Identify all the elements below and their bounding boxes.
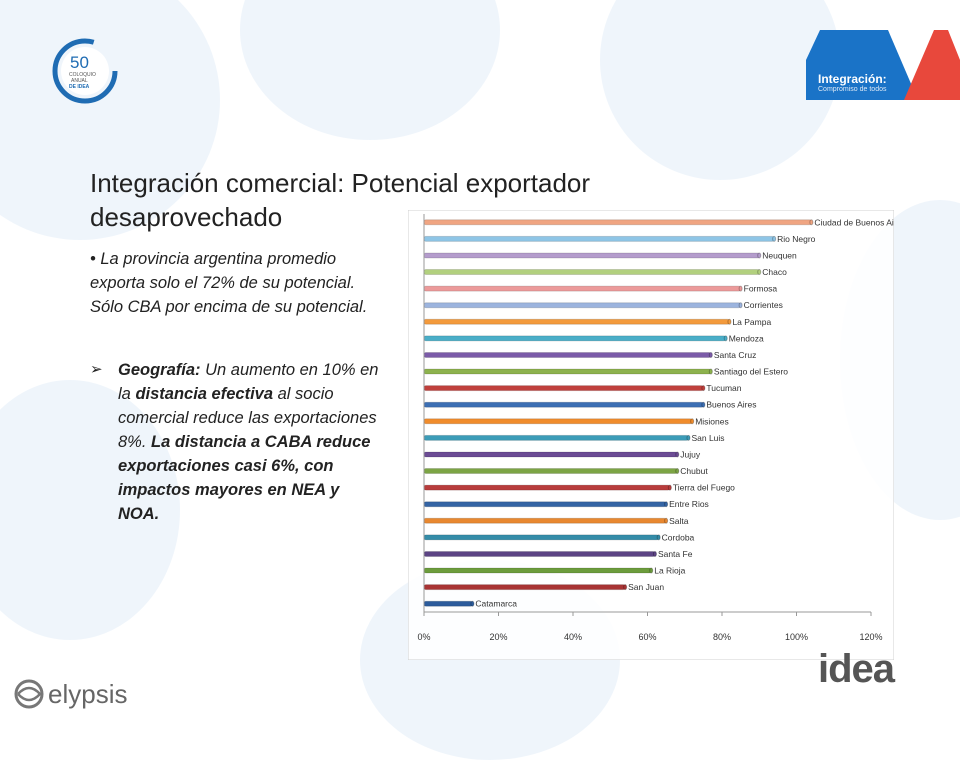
bar bbox=[423, 335, 727, 342]
bar-end-cap bbox=[656, 534, 661, 541]
bar bbox=[423, 351, 712, 358]
bar-label: Misiones bbox=[695, 416, 729, 426]
bar-end-cap bbox=[470, 600, 475, 607]
bar-label: Chaco bbox=[762, 267, 787, 277]
bar bbox=[423, 252, 760, 259]
bar-end-cap bbox=[738, 302, 743, 309]
bar-label: Santiago del Estero bbox=[714, 367, 788, 377]
bar-label: San Luis bbox=[691, 433, 724, 443]
svg-text:elypsis: elypsis bbox=[48, 679, 127, 709]
bar-label: Santa Cruz bbox=[714, 350, 757, 360]
bar-label: Catamarca bbox=[475, 599, 517, 609]
svg-text:DE IDEA: DE IDEA bbox=[69, 84, 90, 90]
bar-end-cap bbox=[723, 335, 728, 342]
bar-label: La Rioja bbox=[654, 566, 685, 576]
brand-logo bbox=[806, 30, 960, 100]
x-tick-label: 0% bbox=[417, 632, 430, 642]
brand-subtitle: Compromiso de todos bbox=[818, 86, 887, 93]
bar-label: Formosa bbox=[744, 284, 778, 294]
x-tick-label: 100% bbox=[785, 632, 808, 642]
bar bbox=[423, 401, 704, 408]
bar-end-cap bbox=[701, 401, 706, 408]
bar-end-cap bbox=[649, 567, 654, 574]
bar bbox=[423, 484, 671, 491]
svg-text:COLOQUIO: COLOQUIO bbox=[69, 72, 96, 78]
x-tick-label: 60% bbox=[638, 632, 656, 642]
bar bbox=[423, 368, 712, 375]
bar bbox=[423, 285, 742, 292]
svg-text:idea: idea bbox=[818, 648, 896, 688]
bar-end-cap bbox=[623, 584, 628, 591]
bar-label: Mendoza bbox=[729, 333, 764, 343]
bar-label: Corrientes bbox=[744, 300, 783, 310]
bar-label: Neuquen bbox=[762, 250, 797, 260]
bar bbox=[423, 451, 678, 458]
bar-end-cap bbox=[675, 468, 680, 475]
x-tick-label: 120% bbox=[859, 632, 882, 642]
bar-end-cap bbox=[686, 434, 691, 441]
bar-label: Tucuman bbox=[706, 383, 741, 393]
bar bbox=[423, 600, 473, 607]
bar bbox=[423, 584, 626, 591]
slide-title: Integración comercial: Potencial exporta… bbox=[90, 168, 591, 232]
arrow-bullet-icon: ➢ bbox=[90, 361, 103, 378]
bullet-text: • La provincia argentina promedio export… bbox=[90, 250, 368, 316]
bar bbox=[423, 517, 667, 524]
bar-end-cap bbox=[675, 451, 680, 458]
bar-end-cap bbox=[772, 235, 777, 242]
bar-end-cap bbox=[809, 219, 814, 226]
bar-end-cap bbox=[727, 318, 732, 325]
export-potential-chart: Ciudad de Buenos Aires Rio Negro Neuquen Ch… bbox=[408, 210, 894, 660]
bar-label: Ciudad de Buenos Aires bbox=[814, 217, 894, 227]
bar-end-cap bbox=[690, 418, 695, 425]
bar-end-cap bbox=[738, 285, 743, 292]
bar-end-cap bbox=[757, 269, 762, 276]
bullet-geografia-text: Geografía: Un aumento en 10% en la dista… bbox=[118, 361, 379, 523]
bar-end-cap bbox=[664, 501, 669, 508]
bar bbox=[423, 550, 656, 557]
background-decoration bbox=[600, 0, 840, 180]
svg-text:50: 50 bbox=[70, 53, 89, 72]
bar-end-cap bbox=[667, 484, 672, 491]
x-tick-label: 80% bbox=[713, 632, 731, 642]
bar-label: Cordoba bbox=[662, 532, 695, 542]
coloquio-logo: 50 COLOQUIO ANUAL DE IDEA bbox=[52, 38, 118, 104]
bar-label: San Juan bbox=[628, 582, 664, 592]
bar-label: Entre Rios bbox=[669, 499, 709, 509]
bar bbox=[423, 434, 689, 441]
svg-text:ANUAL: ANUAL bbox=[71, 78, 88, 84]
bar bbox=[423, 418, 693, 425]
bar-label: Buenos Aires bbox=[706, 400, 756, 410]
bar-end-cap bbox=[701, 385, 706, 392]
bar bbox=[423, 468, 678, 475]
bar bbox=[423, 385, 704, 392]
bar-label: Rio Negro bbox=[777, 234, 816, 244]
bar-label: Chubut bbox=[680, 466, 708, 476]
idea-logo: idea bbox=[818, 648, 897, 688]
bar bbox=[423, 269, 760, 276]
x-tick-label: 40% bbox=[564, 632, 582, 642]
bar-label: La Pampa bbox=[732, 317, 771, 327]
bar-label: Tierra del Fuego bbox=[673, 483, 735, 493]
background-decoration bbox=[0, 380, 180, 640]
bar-end-cap bbox=[708, 351, 713, 358]
bar-end-cap bbox=[652, 550, 657, 557]
bar-end-cap bbox=[664, 517, 669, 524]
bar bbox=[423, 302, 742, 309]
bar bbox=[423, 567, 652, 574]
bar-label: Jujuy bbox=[680, 449, 701, 459]
bar bbox=[423, 501, 667, 508]
bar bbox=[423, 219, 812, 226]
x-tick-label: 20% bbox=[489, 632, 507, 642]
elypsis-logo: elypsis bbox=[14, 679, 127, 709]
bar-end-cap bbox=[708, 368, 713, 375]
bar-label: Santa Fe bbox=[658, 549, 693, 559]
background-decoration bbox=[240, 0, 500, 140]
bar bbox=[423, 534, 660, 541]
brand-title: Integración: bbox=[818, 72, 887, 86]
bar-end-cap bbox=[757, 252, 762, 259]
bar bbox=[423, 318, 730, 325]
bar-label: Salta bbox=[669, 516, 689, 526]
bar bbox=[423, 235, 775, 242]
